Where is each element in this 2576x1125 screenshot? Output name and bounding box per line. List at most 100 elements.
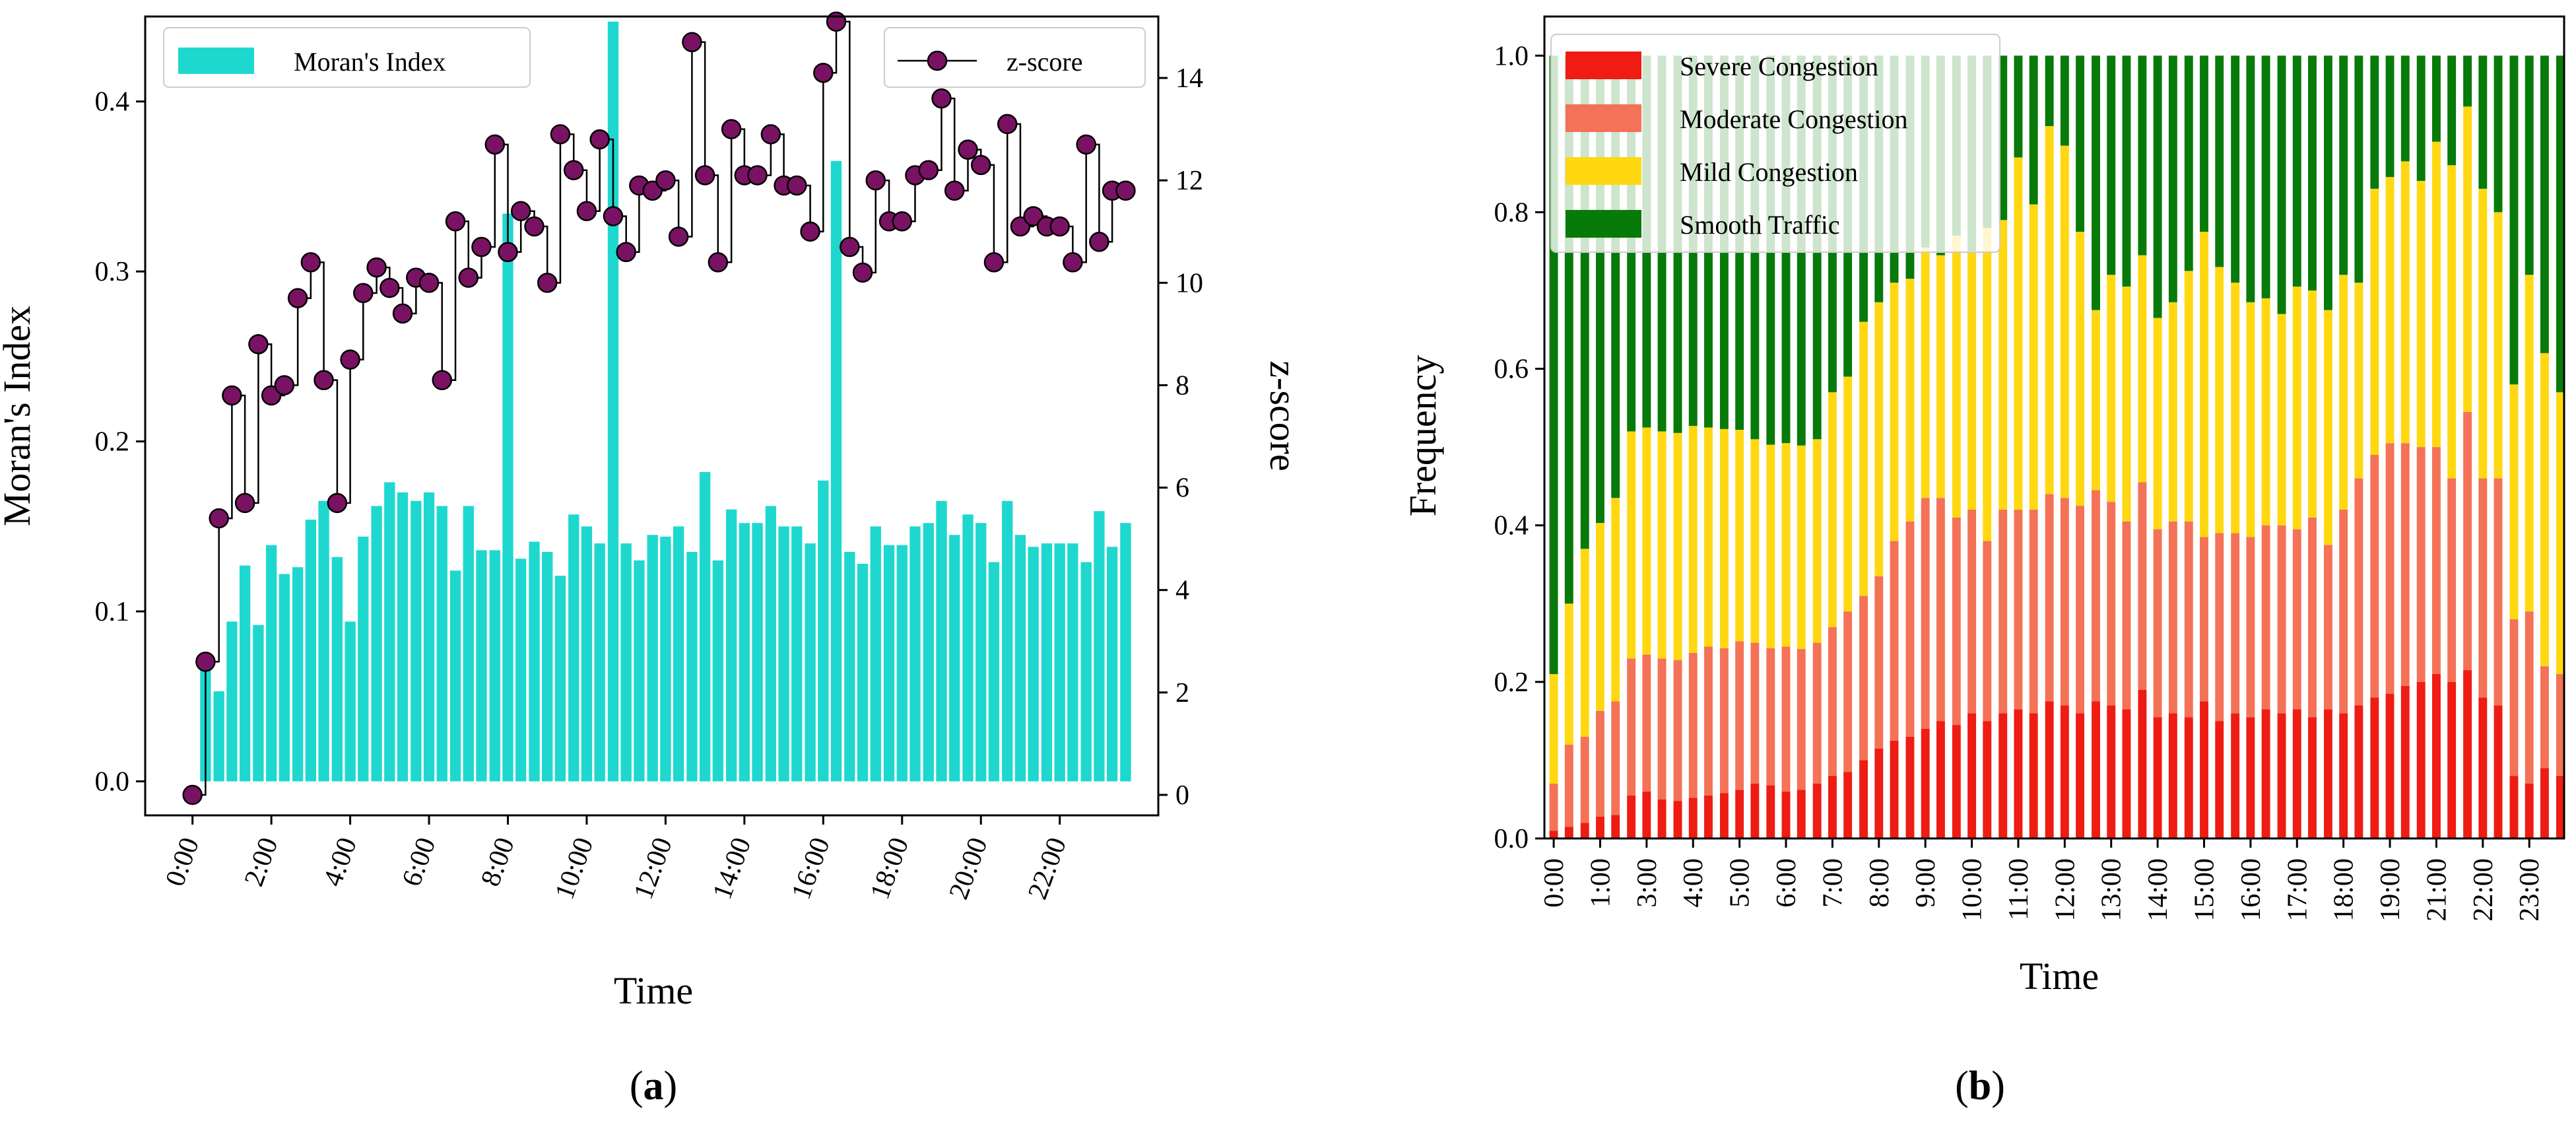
a-moran-bar <box>988 562 1000 782</box>
b-bar-segment <box>2138 255 2147 483</box>
b-bar-segment <box>2463 55 2472 107</box>
b-bar-segment <box>2354 283 2363 479</box>
b-legend-swatch <box>1566 210 1641 238</box>
b-bar-segment <box>2277 713 2286 838</box>
a-right-axis-ticks: 0 2 4 6 8 10 12 14 <box>1158 63 1203 811</box>
b-bar-segment <box>2184 271 2193 522</box>
b-bar-segment <box>1719 793 1729 838</box>
b-bar-segment <box>2122 55 2131 287</box>
b-bar-segment <box>2525 784 2534 838</box>
b-bar-segment <box>2122 709 2131 838</box>
b-bar-segment <box>1750 784 1760 838</box>
a-moran-bar <box>765 506 777 782</box>
b-bar-segment <box>1735 641 1744 790</box>
b-bar-segment <box>2525 275 2534 612</box>
b-bar-segment <box>1719 648 1729 794</box>
b-bar-segment <box>1564 744 1573 827</box>
a-moran-bar <box>660 536 671 782</box>
a-zscore-point <box>1076 134 1096 155</box>
a-zscore-point <box>248 334 269 355</box>
b-bar-segment <box>2153 529 2162 718</box>
b-ytick-label: 1.0 <box>1494 41 1529 71</box>
a-moran-bar <box>883 545 895 782</box>
b-bar-segment <box>2463 106 2472 412</box>
b-bar-segment <box>2153 717 2162 838</box>
a-moran-bar <box>1106 547 1118 782</box>
b-bar-segment <box>1828 392 1837 627</box>
b-bar-segment <box>2308 55 2317 291</box>
b-bar-segment <box>1890 283 1899 541</box>
b-bar-segment <box>2370 455 2379 698</box>
a-moran-bar <box>554 576 566 782</box>
b-bar-segment <box>1750 439 1760 643</box>
b-bar-segment <box>1812 642 1822 784</box>
b-bar-segment <box>2231 55 2240 283</box>
a-zscore-point <box>970 154 991 176</box>
b-bar-segment <box>1874 748 1884 838</box>
b-bar-segment <box>1812 784 1822 838</box>
a-zscore-point <box>892 211 913 232</box>
a-y2tick-label: 14 <box>1175 63 1203 94</box>
a-zscore-point <box>380 277 400 298</box>
a-xtick-label: 4:00 <box>317 834 363 891</box>
a-zscore-point <box>287 288 308 308</box>
b-bar-segment <box>1735 790 1744 838</box>
b-bar-segment <box>2107 502 2116 706</box>
a-moran-bar <box>384 482 395 782</box>
b-bar-segment <box>1843 611 1853 772</box>
b-xtick-label: 22:00 <box>2468 858 2499 922</box>
a-ytick-label: 0.4 <box>95 87 130 118</box>
b-bar-segment <box>2261 298 2270 526</box>
b-bar-segment <box>2014 55 2023 158</box>
b-bar-segment <box>2463 670 2472 838</box>
a-moran-bar <box>213 691 224 782</box>
a-zscore-point <box>524 216 545 237</box>
b-bar-segment <box>2354 705 2363 838</box>
a-zscore-point <box>1023 206 1043 226</box>
b-bar-segment <box>1874 576 1884 749</box>
b-xtick-label: 19:00 <box>2375 858 2406 922</box>
b-bar-segment <box>1936 255 1945 498</box>
b-bar-segment <box>2045 126 2054 494</box>
a-moran-bar <box>331 557 343 782</box>
b-bar-segment <box>1890 541 1899 741</box>
b-bar-segment <box>1549 674 1558 784</box>
b-bar-segment <box>2200 55 2208 232</box>
a-moran-bar <box>253 625 264 782</box>
a-zscore-point <box>327 493 348 514</box>
a-moran-bar <box>725 509 737 782</box>
b-bar-segment <box>1564 827 1573 838</box>
b-bar-segment <box>2339 510 2348 714</box>
b-bar-segment <box>2277 525 2286 714</box>
b-xtick-label: 17:00 <box>2282 858 2313 922</box>
b-xtick-label: 11:00 <box>2004 858 2034 920</box>
b-xtick-label: 4:00 <box>1678 858 1709 908</box>
b-x-axis-label: Time <box>2020 955 2099 998</box>
b-bar-segment <box>2556 55 2565 393</box>
b-bar-segment <box>1549 784 1558 831</box>
b-bar-segment <box>2215 55 2224 267</box>
b-y-axis-label: Frequency <box>1401 355 1444 517</box>
b-bar-segment <box>1596 816 1604 838</box>
a-zscore-point <box>694 165 715 186</box>
a-moran-bar <box>411 500 422 782</box>
b-bar-segment <box>1564 603 1573 745</box>
a-moran-bar <box>1067 543 1078 782</box>
a-zscore-point <box>353 283 374 304</box>
a-zscore-point <box>655 170 676 191</box>
a-y2tick-label: 10 <box>1175 268 1203 298</box>
b-legend-label: Smooth Traffic <box>1680 210 1840 240</box>
a-moran-bar <box>909 526 921 782</box>
a-moran-bar <box>647 535 658 782</box>
b-bar-segment <box>2246 717 2255 838</box>
a-zscore-point <box>261 385 282 406</box>
a-zscore-point <box>865 170 886 191</box>
b-bar-segment <box>2556 392 2565 674</box>
b-legend-swatch <box>1566 104 1641 132</box>
a-zscore-point <box>944 180 965 201</box>
a-moran-bar <box>239 565 251 782</box>
b-bar-segment <box>1952 517 1961 726</box>
a-zscore-point <box>708 252 729 273</box>
a-bar-legend: Moran's Index <box>163 27 531 88</box>
b-bar-segment <box>2416 181 2426 448</box>
